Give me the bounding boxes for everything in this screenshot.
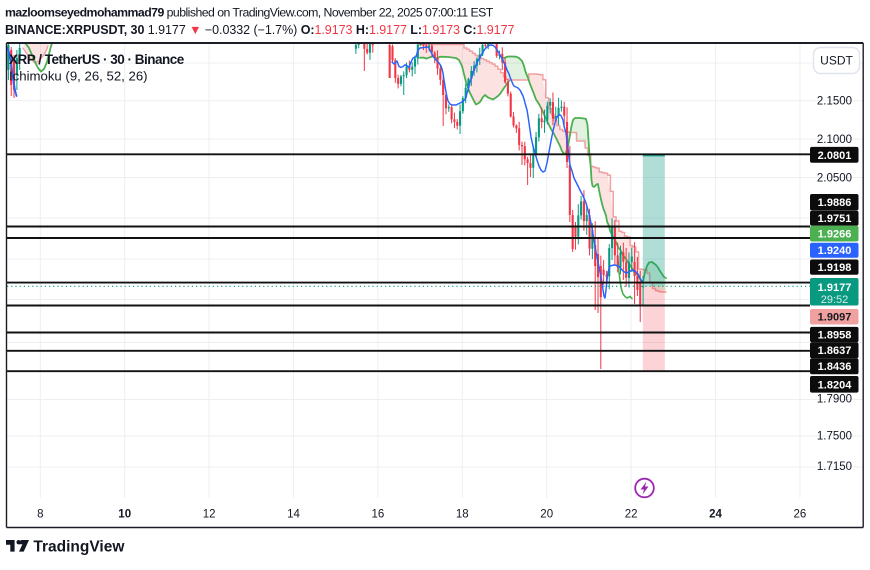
svg-text:22: 22 <box>625 509 638 521</box>
svg-text:1.9266: 1.9266 <box>818 229 852 241</box>
svg-text:1.9751: 1.9751 <box>818 213 852 225</box>
svg-text:1.8637: 1.8637 <box>818 345 852 357</box>
svg-text:26: 26 <box>794 509 807 521</box>
svg-text:1.8436: 1.8436 <box>818 361 852 373</box>
svg-text:24: 24 <box>709 509 722 521</box>
svg-text:1.7900: 1.7900 <box>817 394 852 406</box>
svg-text:2.1500: 2.1500 <box>817 96 852 108</box>
svg-text:14: 14 <box>287 509 300 521</box>
svg-text:16: 16 <box>372 509 385 521</box>
svg-text:1.9198: 1.9198 <box>818 262 852 274</box>
svg-text:20: 20 <box>540 509 553 521</box>
svg-text:1.9177: 1.9177 <box>818 282 852 294</box>
svg-text:29:52: 29:52 <box>821 294 849 306</box>
svg-text:10: 10 <box>118 509 131 521</box>
svg-text:2.0500: 2.0500 <box>817 173 852 185</box>
svg-text:Ichimoku (9, 26, 52, 26): Ichimoku (9, 26, 52, 26) <box>9 69 148 84</box>
svg-text:BINANCE:XRPUSDT, 30 1.9177 ▼ −: BINANCE:XRPUSDT, 30 1.9177 ▼ −0.0332 (−1… <box>5 23 514 37</box>
svg-text:2.0801: 2.0801 <box>818 150 852 162</box>
svg-text:18: 18 <box>456 509 469 521</box>
svg-text:1.8204: 1.8204 <box>818 379 853 391</box>
svg-text:1.9886: 1.9886 <box>818 197 852 209</box>
svg-text:1.9240: 1.9240 <box>818 245 852 257</box>
svg-text:1.7500: 1.7500 <box>817 431 852 443</box>
svg-text:2.1000: 2.1000 <box>817 134 852 146</box>
svg-text:TradingView: TradingView <box>33 539 125 556</box>
svg-text:8: 8 <box>37 509 43 521</box>
svg-text:USDT: USDT <box>820 54 853 68</box>
svg-text:12: 12 <box>203 509 216 521</box>
svg-text:1.8958: 1.8958 <box>818 330 852 342</box>
svg-text:mazloomseyedmohammad79 publish: mazloomseyedmohammad79 published on Trad… <box>5 6 494 20</box>
svg-text:1.7150: 1.7150 <box>817 461 852 473</box>
svg-text:XRP / TetherUS · 30 · Binance: XRP / TetherUS · 30 · Binance <box>9 52 185 67</box>
svg-text:1.9097: 1.9097 <box>818 312 852 324</box>
